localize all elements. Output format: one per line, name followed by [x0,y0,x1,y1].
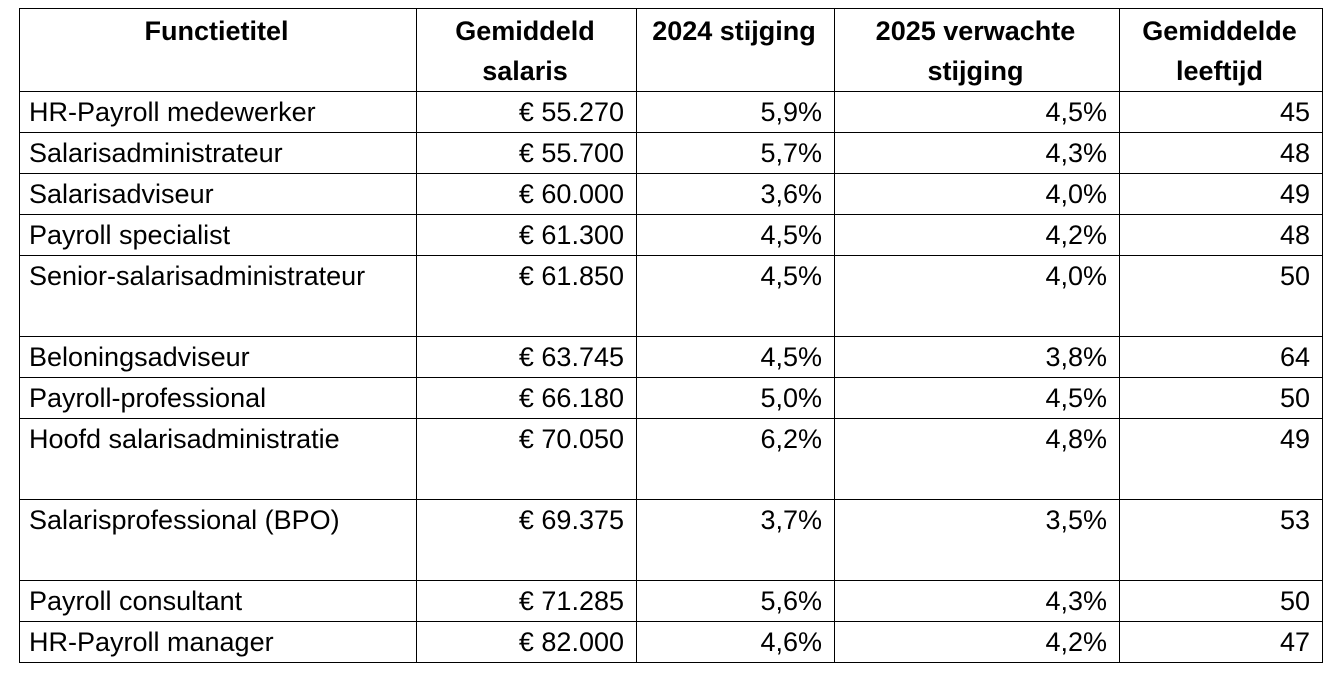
cell-increase-2024: 5,6% [636,580,835,622]
cell-salary: € 69.375 [416,499,637,581]
cell-increase-2025: 4,0% [834,255,1120,337]
cell-increase-2025: 3,5% [834,499,1120,581]
header-functietitel: Functietitel [19,8,417,92]
cell-title: Salarisadviseur [19,173,417,215]
cell-title: HR-Payroll manager [19,621,417,663]
header-row: Functietitel Gemiddeld salaris 2024 stij… [19,8,1323,92]
cell-increase-2025: 4,2% [834,214,1120,256]
cell-age: 50 [1119,255,1323,337]
cell-age: 64 [1119,336,1323,378]
cell-increase-2024: 3,6% [636,173,835,215]
cell-increase-2025: 4,3% [834,580,1120,622]
table-body: HR-Payroll medewerker € 55.270 5,9% 4,5%… [19,91,1323,663]
table-row: Payroll specialist € 61.300 4,5% 4,2% 48 [19,214,1323,256]
cell-age: 45 [1119,91,1323,133]
cell-increase-2025: 4,3% [834,132,1120,174]
cell-increase-2024: 6,2% [636,418,835,500]
cell-increase-2025: 4,0% [834,173,1120,215]
cell-salary: € 70.050 [416,418,637,500]
cell-salary: € 66.180 [416,377,637,419]
cell-title: Beloningsadviseur [19,336,417,378]
table-row: Hoofd salarisadministratie € 70.050 6,2%… [19,418,1323,500]
cell-salary: € 61.850 [416,255,637,337]
cell-age: 48 [1119,132,1323,174]
cell-title: Salarisadministrateur [19,132,417,174]
cell-increase-2025: 4,5% [834,377,1120,419]
table-row: HR-Payroll medewerker € 55.270 5,9% 4,5%… [19,91,1323,133]
table-row: HR-Payroll manager € 82.000 4,6% 4,2% 47 [19,621,1323,663]
cell-increase-2025: 4,2% [834,621,1120,663]
cell-salary: € 61.300 [416,214,637,256]
cell-salary: € 71.285 [416,580,637,622]
header-gemiddelde-leeftijd: Gemiddelde leeftijd [1119,8,1323,92]
cell-increase-2024: 4,6% [636,621,835,663]
cell-salary: € 55.700 [416,132,637,174]
cell-age: 49 [1119,418,1323,500]
header-2025-verwachte-stijging: 2025 verwachte stijging [834,8,1120,92]
cell-increase-2025: 3,8% [834,336,1120,378]
cell-increase-2024: 4,5% [636,214,835,256]
cell-salary: € 60.000 [416,173,637,215]
cell-salary: € 82.000 [416,621,637,663]
cell-age: 47 [1119,621,1323,663]
cell-increase-2024: 3,7% [636,499,835,581]
table-row: Salarisprofessional (BPO) € 69.375 3,7% … [19,499,1323,581]
salary-table: Functietitel Gemiddeld salaris 2024 stij… [19,8,1323,663]
cell-title: Hoofd salarisadministratie [19,418,417,500]
cell-salary: € 55.270 [416,91,637,133]
cell-age: 53 [1119,499,1323,581]
cell-age: 49 [1119,173,1323,215]
cell-increase-2024: 5,9% [636,91,835,133]
cell-age: 50 [1119,580,1323,622]
cell-increase-2025: 4,5% [834,91,1120,133]
cell-title: Salarisprofessional (BPO) [19,499,417,581]
cell-title: Payroll specialist [19,214,417,256]
cell-title: Payroll-professional [19,377,417,419]
cell-salary: € 63.745 [416,336,637,378]
cell-increase-2025: 4,8% [834,418,1120,500]
cell-age: 50 [1119,377,1323,419]
cell-title: HR-Payroll medewerker [19,91,417,133]
table-row: Payroll-professional € 66.180 5,0% 4,5% … [19,377,1323,419]
cell-increase-2024: 4,5% [636,255,835,337]
cell-title: Payroll consultant [19,580,417,622]
table-header: Functietitel Gemiddeld salaris 2024 stij… [19,8,1323,92]
table-row: Beloningsadviseur € 63.745 4,5% 3,8% 64 [19,336,1323,378]
cell-increase-2024: 5,7% [636,132,835,174]
table-row: Payroll consultant € 71.285 5,6% 4,3% 50 [19,580,1323,622]
cell-increase-2024: 5,0% [636,377,835,419]
cell-title: Senior-salarisadministrateur [19,255,417,337]
header-gemiddeld-salaris: Gemiddeld salaris [416,8,637,92]
table-row: Salarisadviseur € 60.000 3,6% 4,0% 49 [19,173,1323,215]
table-row: Salarisadministrateur € 55.700 5,7% 4,3%… [19,132,1323,174]
header-2024-stijging: 2024 stijging [636,8,835,92]
cell-increase-2024: 4,5% [636,336,835,378]
table-row: Senior-salarisadministrateur € 61.850 4,… [19,255,1323,337]
cell-age: 48 [1119,214,1323,256]
